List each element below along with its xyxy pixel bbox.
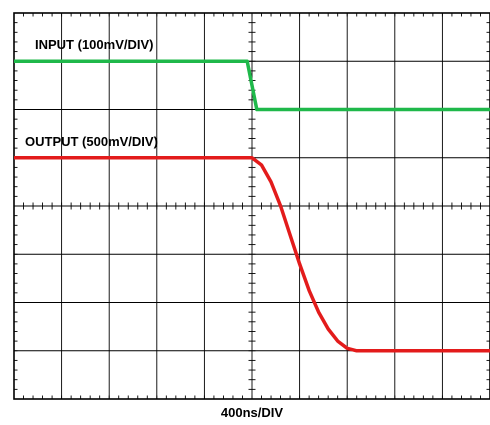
series-line-input — [14, 59, 490, 112]
traces — [14, 59, 490, 353]
series-label-output: OUTPUT (500mV/DIV) — [25, 134, 158, 149]
plot-frame — [13, 12, 490, 400]
series-label-input: INPUT (100mV/DIV) — [35, 37, 153, 52]
x-axis-label: 400ns/DIV — [221, 405, 283, 420]
series-line-output — [14, 156, 490, 353]
